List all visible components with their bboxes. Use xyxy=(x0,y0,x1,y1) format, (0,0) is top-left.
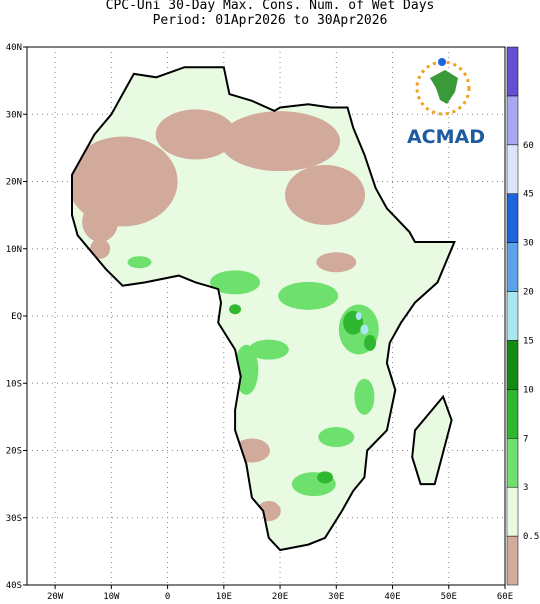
lat-label: 20S xyxy=(6,447,22,457)
logo-text: ACMAD xyxy=(407,126,485,148)
colorbar-label: 3 xyxy=(523,483,528,493)
lon-label: 50E xyxy=(441,592,457,600)
precip-area xyxy=(354,378,375,415)
precip-area xyxy=(210,270,261,295)
colorbar-segment xyxy=(506,46,519,97)
precip-area xyxy=(229,304,242,315)
coastline xyxy=(71,66,456,552)
lon-label: 60E xyxy=(497,592,513,600)
land xyxy=(71,66,456,552)
precip-area xyxy=(355,312,362,320)
colorbar-label: 45 xyxy=(523,190,534,200)
colorbar-segment xyxy=(506,193,519,243)
colorbar-segment xyxy=(506,242,519,292)
precip-area xyxy=(248,339,289,360)
precip-area xyxy=(285,164,366,225)
precip-area xyxy=(364,334,377,351)
colorbar-segment xyxy=(506,438,519,488)
lat-label: 10N xyxy=(6,245,22,255)
lon-label: 20W xyxy=(47,592,64,600)
precip-area xyxy=(317,471,334,484)
title: CPC-Uni 30-Day Max. Cons. Num. of Wet Da… xyxy=(106,0,435,13)
lon-label: 10E xyxy=(216,592,232,600)
precip-area xyxy=(316,252,357,273)
colorbar-segment xyxy=(506,340,519,390)
lat-label: 20N xyxy=(6,178,22,188)
colorbar-segment xyxy=(506,535,519,586)
subtitle: Period: 01Apr2026 to 30Apr2026 xyxy=(153,13,388,28)
lon-label: 0 xyxy=(165,592,170,600)
lon-label: 40E xyxy=(384,592,400,600)
precip-area xyxy=(127,256,152,269)
precip-area xyxy=(82,201,119,242)
colorbar-segment xyxy=(506,486,519,537)
lat-label: 40S xyxy=(6,581,22,591)
colorbar-label: 7 xyxy=(523,434,528,444)
precip-patches xyxy=(72,109,379,522)
colorbar-label: 20 xyxy=(523,288,534,298)
precip-area xyxy=(220,111,341,172)
colorbar-segment xyxy=(506,291,519,341)
colorbar-label: 0.5 xyxy=(523,532,539,542)
colorbar-segment xyxy=(506,95,519,146)
lon-label: 30E xyxy=(328,592,344,600)
colorbar-label: 30 xyxy=(523,239,534,249)
lat-label: 30S xyxy=(6,514,22,524)
precip-area xyxy=(318,427,355,448)
lat-label: 30N xyxy=(6,110,22,120)
precip-area xyxy=(278,281,339,310)
colorbar-label: 10 xyxy=(523,385,534,395)
lat-label: EQ xyxy=(11,312,22,322)
logo: ACMAD xyxy=(407,58,485,148)
precip-area xyxy=(360,324,369,335)
axes: 20W 10W 0 10E 20E 30E 40E 50E 60E 40N 30N 20N 10N EQ 1… xyxy=(6,43,513,602)
precip-area xyxy=(155,109,236,160)
colorbar: 0.5 3 7 10 15 20 30 45 60 xyxy=(506,46,539,586)
precip-area xyxy=(90,238,111,259)
lon-label: 10W xyxy=(103,592,120,600)
colorbar-segment xyxy=(506,144,519,194)
lon-label: 20E xyxy=(272,592,288,600)
colorbar-label: 60 xyxy=(523,141,534,151)
colorbar-segment xyxy=(506,389,519,439)
lat-label: 40N xyxy=(6,43,22,53)
lat-label: 10S xyxy=(6,379,22,389)
colorbar-label: 15 xyxy=(523,336,534,346)
